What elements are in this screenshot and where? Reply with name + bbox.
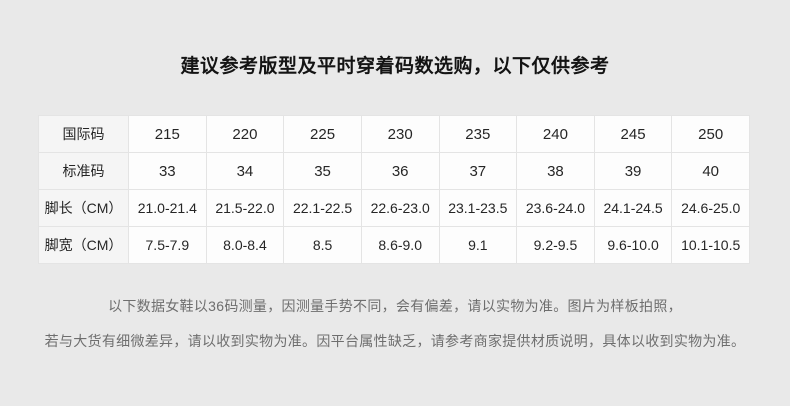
disclaimer-line-2: 若与大货有细微差异，请以收到实物为准。因平台属性缺乏，请参考商家提供材质说明，具… [44,333,746,349]
size-cell: 24.6-25.0 [671,189,750,227]
size-cell: 35 [283,152,362,190]
size-cell: 9.2-9.5 [516,226,595,264]
size-cell: 8.0-8.4 [205,226,285,264]
size-cell: 36 [360,152,440,190]
size-cell: 10.1-10.5 [671,226,750,264]
row-label-standard-code: 标准码 [38,152,129,190]
size-cell: 22.1-22.5 [283,189,362,227]
size-cell: 245 [593,115,673,153]
size-cell: 33 [128,152,207,190]
size-cell: 235 [438,115,518,153]
size-cell: 22.6-23.0 [360,189,440,227]
size-cell: 24.1-24.5 [593,189,673,227]
size-cell: 215 [128,115,207,153]
size-cell: 8.5 [283,226,362,264]
size-cell: 37 [438,152,518,190]
size-cell: 225 [283,115,362,153]
page-title: 建议参考版型及平时穿着码数选购，以下仅供参考 [180,56,610,77]
size-cell: 230 [360,115,440,153]
size-cell: 38 [516,152,595,190]
size-cell: 250 [671,115,750,153]
size-cell: 23.1-23.5 [438,189,518,227]
size-cell: 21.5-22.0 [205,189,285,227]
table-row-standard-code: 标准码 33 34 35 36 37 38 39 40 [38,152,750,190]
size-cell: 7.5-7.9 [128,226,207,264]
size-cell: 40 [671,152,750,190]
size-cell: 9.6-10.0 [593,226,673,264]
size-table: 国际码 215 220 225 230 235 240 245 250 标准码 … [38,115,750,264]
disclaimer-line-1: 以下数据女鞋以36码测量，因测量手势不同，会有偏差，请以实物为准。图片为样板拍照… [108,298,682,314]
size-cell: 34 [205,152,285,190]
disclaimer-text: 以下数据女鞋以36码测量，因测量手势不同，会有偏差，请以实物为准。图片为样板拍照… [0,289,790,359]
size-cell: 23.6-24.0 [516,189,595,227]
size-cell: 240 [516,115,595,153]
table-row-international-code: 国际码 215 220 225 230 235 240 245 250 [38,115,750,153]
size-cell: 220 [205,115,285,153]
row-label-international-code: 国际码 [38,115,129,153]
size-cell: 8.6-9.0 [360,226,440,264]
table-row-foot-width: 脚宽（CM） 7.5-7.9 8.0-8.4 8.5 8.6-9.0 9.1 9… [38,226,750,264]
row-label-foot-width: 脚宽（CM） [38,226,129,264]
size-cell: 9.1 [438,226,518,264]
table-row-foot-length: 脚长（CM） 21.0-21.4 21.5-22.0 22.1-22.5 22.… [38,189,750,227]
size-cell: 39 [593,152,673,190]
size-cell: 21.0-21.4 [128,189,207,227]
row-label-foot-length: 脚长（CM） [38,189,129,227]
